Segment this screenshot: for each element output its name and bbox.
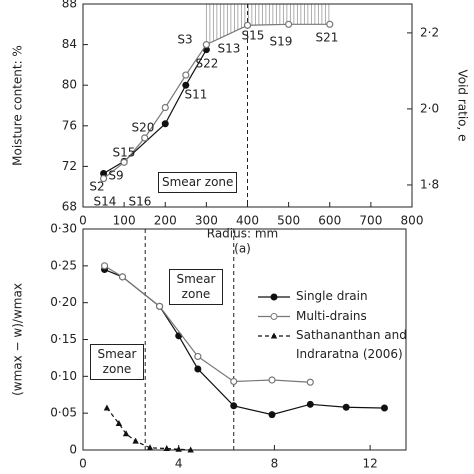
- y-tick-label: 72: [62, 159, 77, 173]
- y-tick-label: 0·25: [50, 258, 77, 272]
- marker: [342, 403, 350, 411]
- y-tick-label: 0: [69, 443, 77, 457]
- y-tick-label: 0·30: [50, 222, 77, 236]
- y-tick-label: 0·15: [50, 332, 77, 346]
- x-tick-label: 100: [113, 214, 136, 228]
- point-label: S13: [218, 42, 241, 56]
- marker: [122, 430, 130, 437]
- x-tick-label: 800: [401, 214, 424, 228]
- marker: [175, 332, 183, 340]
- marker: [243, 21, 252, 29]
- x-tick-label: 0: [79, 457, 87, 471]
- y-tick-label: 68: [62, 200, 77, 214]
- point-label: S2: [89, 180, 104, 194]
- marker: [268, 411, 276, 419]
- y-tick-label: 76: [62, 118, 77, 132]
- marker: [230, 377, 238, 386]
- y2-tick-label: 2·2: [420, 25, 439, 39]
- marker: [306, 378, 314, 386]
- marker: [120, 158, 128, 166]
- marker: [115, 419, 123, 426]
- marker: [182, 81, 190, 89]
- marker: [194, 352, 202, 361]
- y-axis-label: (wmax − w)/wmax: [11, 283, 25, 396]
- annotation: Smear zone: [169, 269, 223, 305]
- marker: [155, 302, 164, 310]
- marker: [100, 262, 109, 270]
- marker: [103, 404, 111, 411]
- legend-marker: [270, 332, 278, 339]
- x-tick-label: 500: [277, 214, 300, 228]
- y-tick-label: 80: [62, 78, 77, 92]
- y-tick-label: 88: [62, 0, 77, 11]
- point-label: S16: [129, 195, 152, 209]
- y2-tick-label: 2·0: [420, 101, 439, 115]
- marker: [230, 402, 238, 410]
- y-axis-label: Moisture content: %: [11, 45, 25, 166]
- y-tick-label: 0·05: [50, 406, 77, 420]
- marker: [161, 120, 169, 128]
- marker: [306, 400, 314, 408]
- point-label: S9: [108, 169, 123, 183]
- marker: [99, 174, 108, 183]
- x-axis-label: Radius: mm: [207, 227, 278, 241]
- point-label: S19: [270, 35, 293, 49]
- x-tick-label: 700: [359, 214, 382, 228]
- marker: [163, 445, 170, 452]
- point-label: S15: [242, 29, 265, 43]
- legend-marker: [270, 313, 278, 320]
- annotation: Smear zone: [158, 172, 238, 193]
- legend-label: Sathananthan and Indraratna (2006): [296, 328, 407, 361]
- legend-label: Multi-drains: [296, 308, 367, 323]
- series-line: [106, 407, 191, 451]
- marker: [118, 273, 127, 281]
- y2-tick-label: 1·8: [420, 177, 439, 191]
- marker: [326, 20, 334, 28]
- point-label: S22: [196, 57, 219, 71]
- marker: [182, 71, 190, 79]
- marker: [202, 40, 210, 49]
- marker: [175, 445, 182, 452]
- y-tick-label: 0·20: [50, 295, 77, 309]
- marker: [285, 20, 293, 28]
- marker: [132, 437, 139, 444]
- marker: [100, 170, 108, 178]
- point-label: S14: [94, 195, 117, 209]
- x-tick-label: 0: [79, 214, 87, 228]
- x-tick-label: 400: [236, 214, 259, 228]
- caption: (a): [234, 242, 251, 256]
- x-tick-label: 600: [318, 214, 341, 228]
- y-tick-label: 0·10: [50, 369, 77, 383]
- marker: [187, 446, 194, 453]
- y-tick-label: 84: [62, 37, 77, 51]
- point-label: S20: [132, 121, 155, 135]
- point-label: S15: [113, 146, 136, 160]
- x-tick-label: 8: [271, 457, 279, 471]
- y2-axis-label: Void ratio, e: [456, 69, 470, 141]
- marker: [141, 134, 149, 142]
- x-tick-label: 4: [175, 457, 183, 471]
- legend-label: Single drain: [296, 289, 368, 303]
- marker: [194, 365, 202, 373]
- legend-marker: [270, 293, 278, 301]
- x-tick-label: 12: [362, 457, 377, 471]
- x-tick-label: 300: [195, 214, 218, 228]
- marker: [146, 444, 154, 451]
- point-label: S3: [177, 33, 192, 47]
- annotation: Smear zone: [90, 344, 144, 380]
- marker: [268, 376, 276, 384]
- x-tick-label: 200: [154, 214, 177, 228]
- marker: [161, 103, 169, 112]
- marker: [380, 404, 388, 412]
- point-label: S11: [185, 88, 208, 102]
- point-label: S21: [316, 31, 339, 45]
